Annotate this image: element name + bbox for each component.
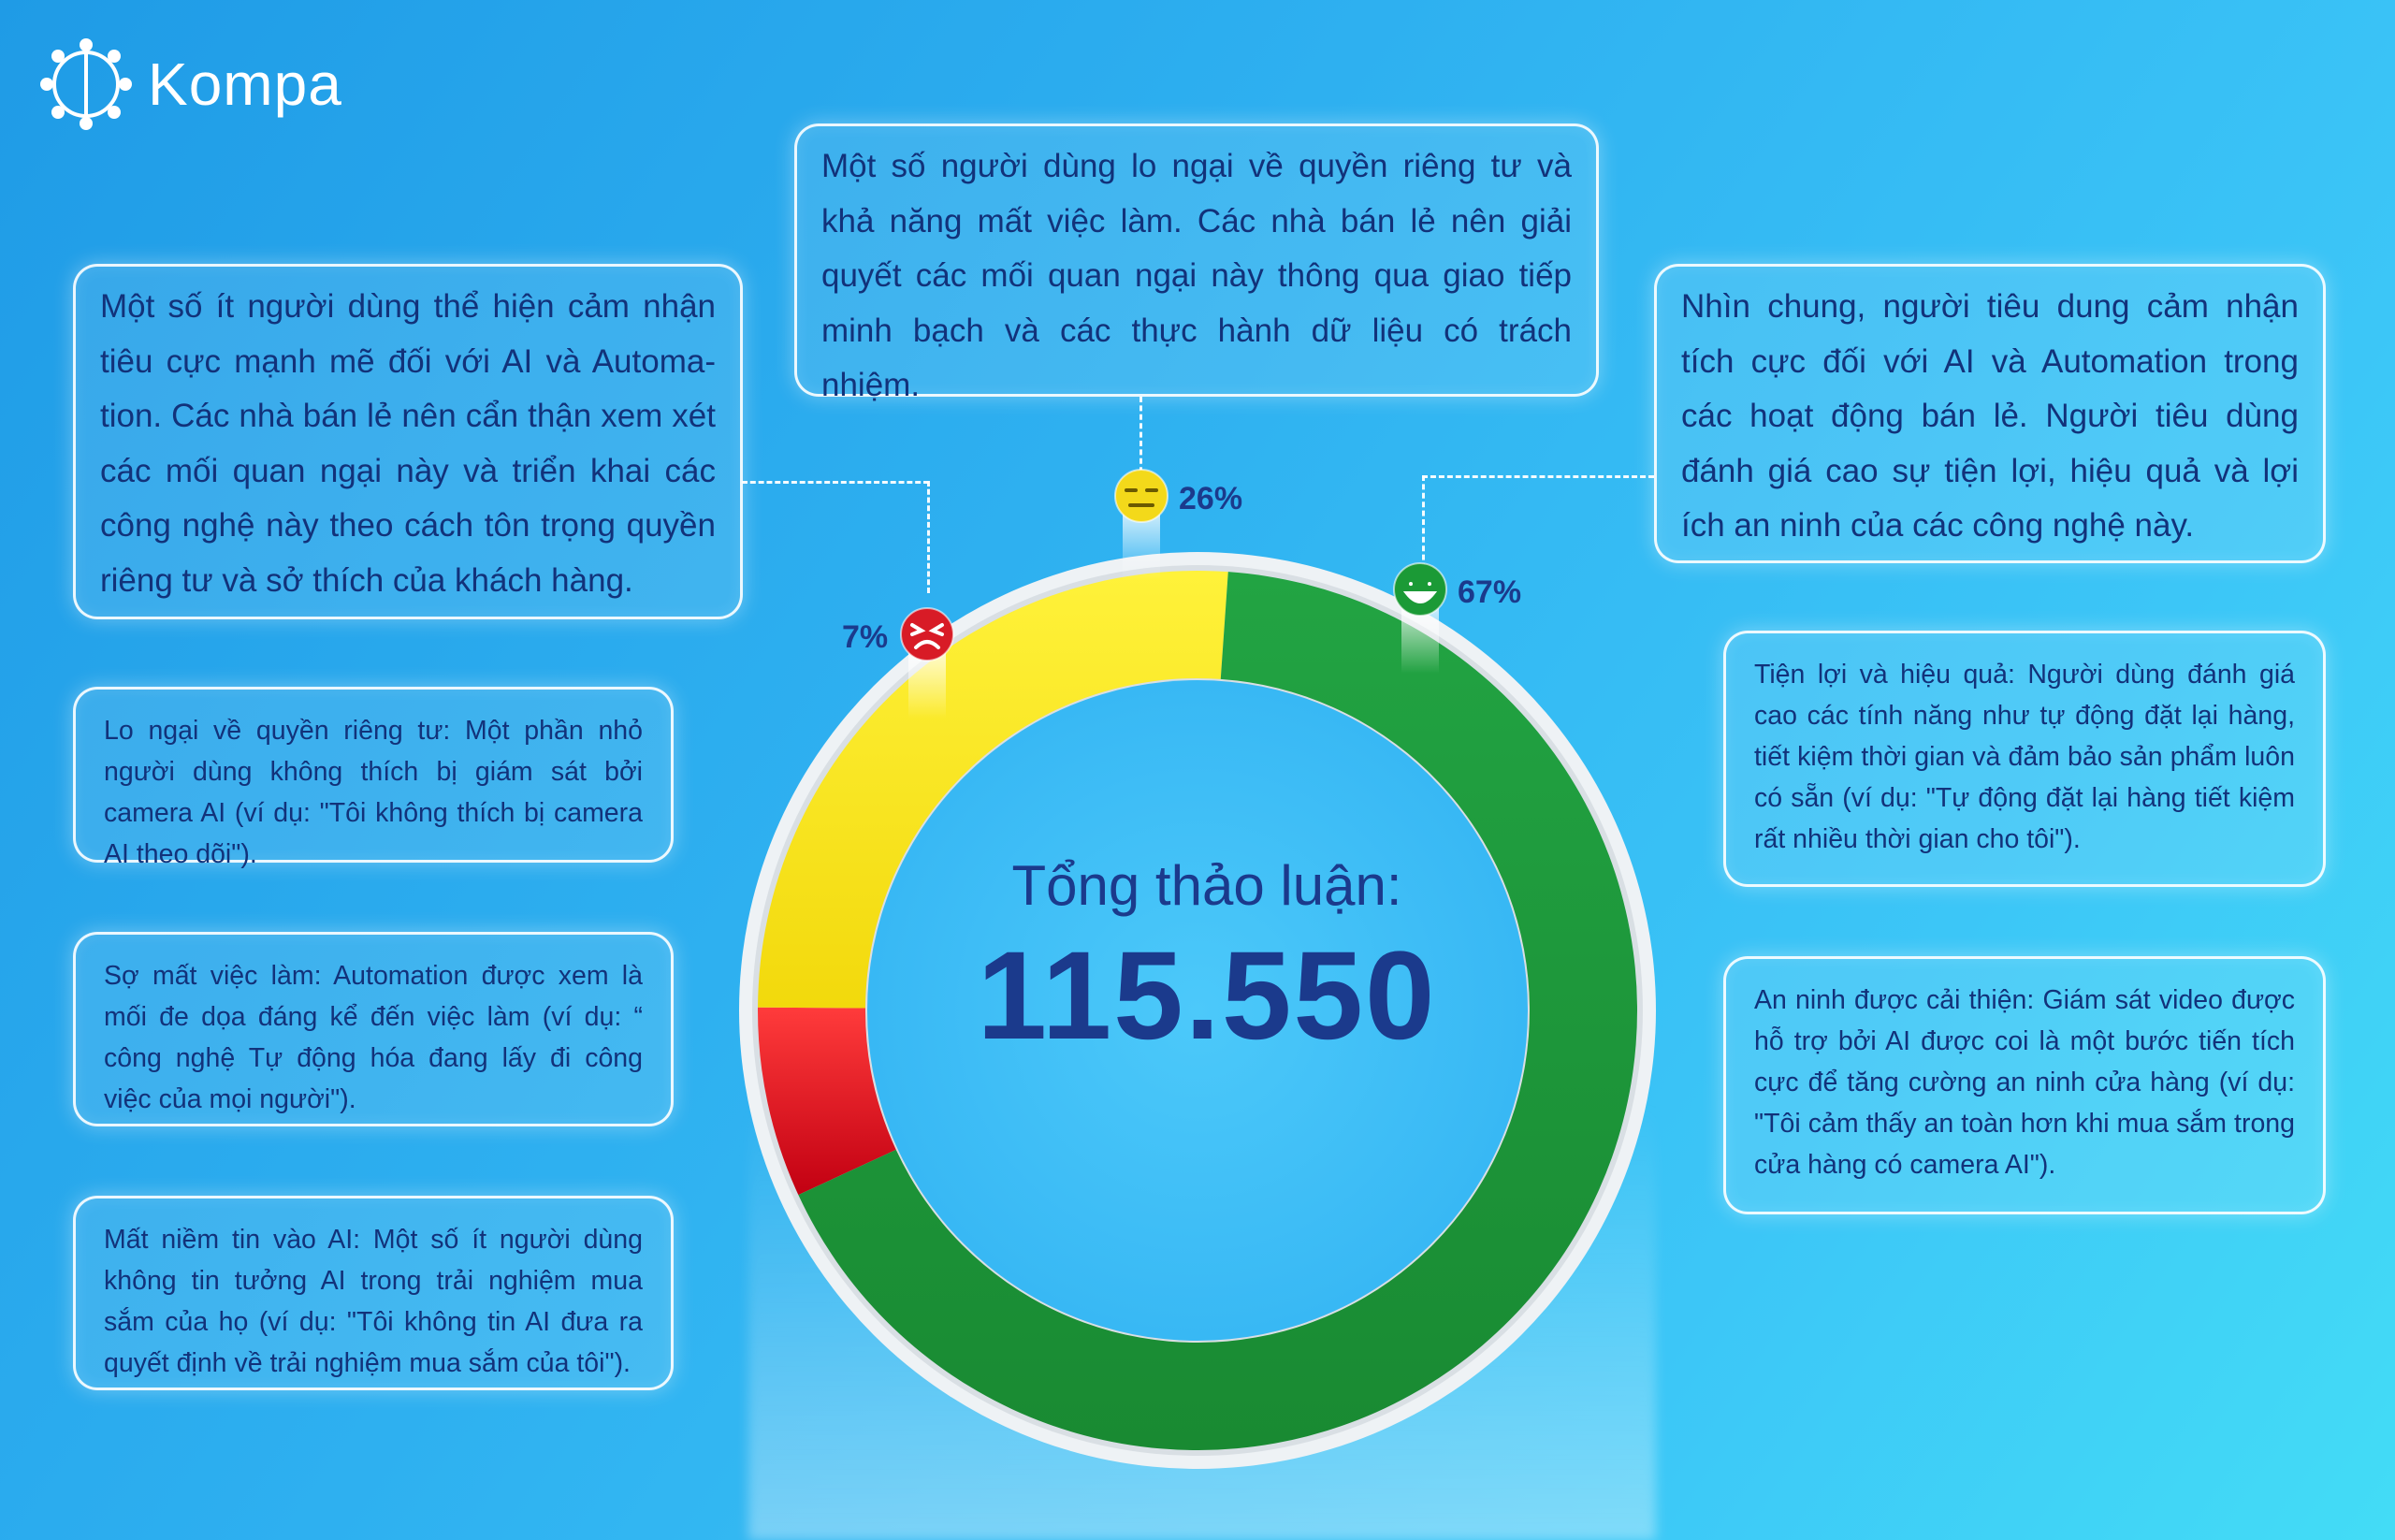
connector-neutral [1139, 397, 1142, 490]
positive-summary-box: Nhìn chung, người tiêu dung cảm nhận tíc… [1654, 264, 2326, 563]
neutral-face-icon [1114, 469, 1168, 523]
pct-label-neutral: 26% [1179, 481, 1242, 516]
neutral-summary-text: Một số người dùng lo ngại về quyền riêng… [821, 148, 1572, 403]
positive-summary-text: Nhìn chung, người tiêu dung cảm nhận tíc… [1681, 288, 2299, 544]
angry-face-icon [900, 607, 954, 661]
job-loss-note-box: Sợ mất việc làm: Automation được xem là … [73, 932, 674, 1126]
connector-positive-h [1422, 475, 1654, 478]
privacy-note-text: Lo ngại về quyền riêng tư: Một phần nhỏ … [104, 716, 643, 869]
donut-hole [867, 680, 1528, 1341]
pct-label-negative: 7% [842, 619, 888, 655]
pct-label-positive: 67% [1458, 574, 1521, 610]
security-note-box: An ninh được cải thiện: Giám sát video đ… [1723, 956, 2326, 1214]
kompa-logo-icon [40, 38, 132, 130]
center-title: Tổng thảo luận: [1011, 854, 1402, 917]
connector-positive-v [1422, 475, 1425, 569]
distrust-note-box: Mất niềm tin vào AI: Một số ít người dùn… [73, 1196, 674, 1390]
security-note-text: An ninh được cải thiện: Giám sát video đ… [1754, 985, 2295, 1180]
connector-negative-v [927, 481, 930, 593]
job-loss-note-text: Sợ mất việc làm: Automation được xem là … [104, 961, 643, 1114]
privacy-note-box: Lo ngại về quyền riêng tư: Một phần nhỏ … [73, 687, 674, 869]
negative-summary-box: Một số ít người dùng thể hiện cảm nhận t… [73, 264, 743, 619]
distrust-note-text: Mất niềm tin vào AI: Một số ít người dùn… [104, 1225, 643, 1378]
brand-name: Kompa [148, 51, 342, 118]
convenience-note-box: Tiện lợi và hiệu quả: Người dùng đánh gi… [1723, 631, 2326, 887]
slice-neutral [758, 571, 1228, 1009]
center-value: 115.550 [977, 926, 1437, 1066]
kompa-logo: Kompa [37, 36, 342, 133]
slice-negative [758, 1007, 896, 1196]
neutral-summary-box: Một số người dùng lo ngại về quyền riêng… [794, 123, 1599, 403]
smile-face-icon [1393, 562, 1447, 617]
convenience-note-text: Tiện lợi và hiệu quả: Người dùng đánh gi… [1754, 660, 2295, 854]
connector-negative-h [742, 481, 929, 484]
negative-summary-text: Một số ít người dùng thể hiện cảm nhận t… [100, 288, 716, 599]
